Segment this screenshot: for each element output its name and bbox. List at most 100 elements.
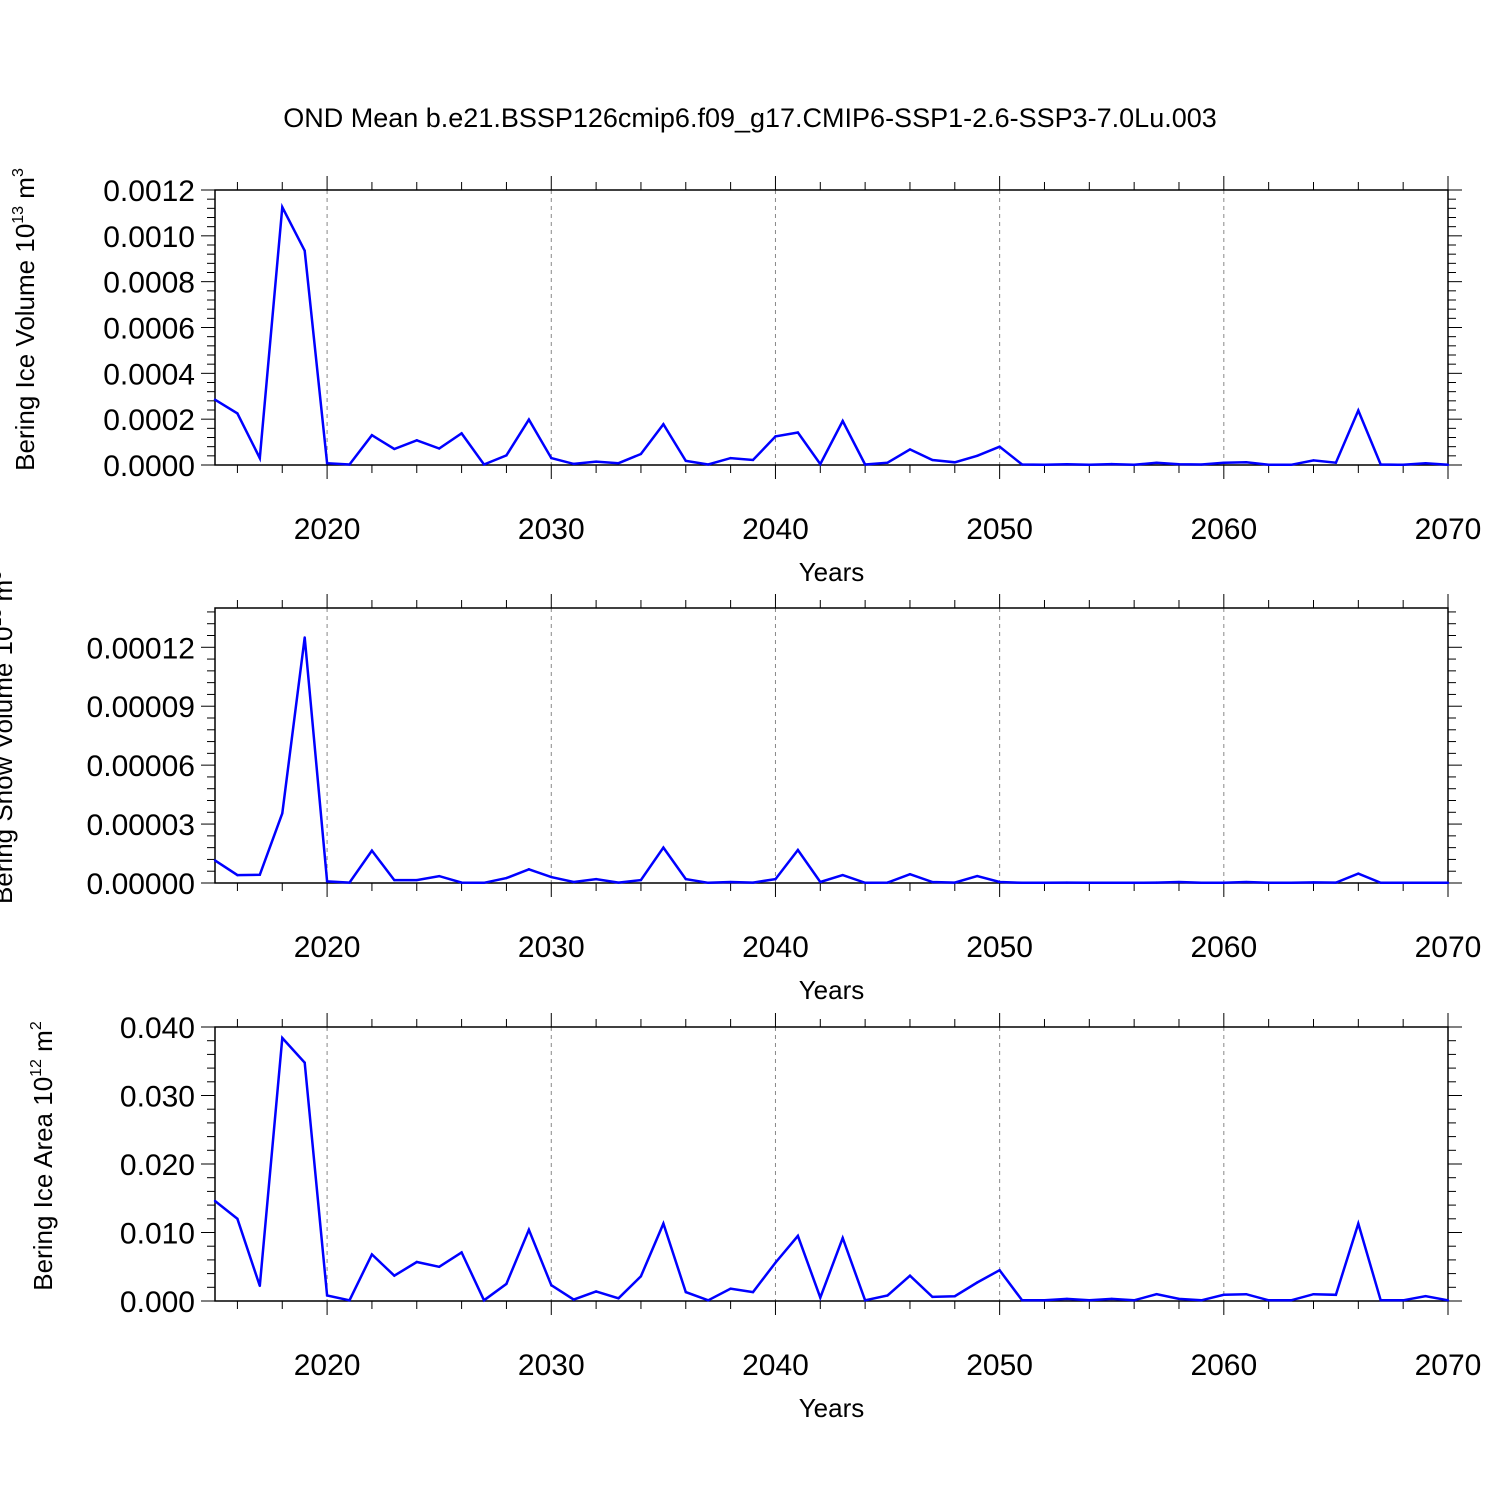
data-point [303,1061,306,1064]
data-point [998,1268,1001,1272]
data-point [639,878,643,882]
data-point [931,1295,934,1299]
data-point [572,462,575,466]
data-point [908,1274,912,1277]
data-point [1222,1293,1226,1297]
data-point [931,458,934,462]
data-point [1132,881,1136,885]
data-point [1177,1297,1181,1301]
data-point [393,1274,396,1277]
y-tick-label: 0.0010 [103,221,195,254]
data-point [662,423,665,426]
x-tick-label: 2070 [1415,931,1482,964]
data-point [1357,1222,1360,1225]
data-point [751,1290,755,1294]
y-tick-label: 0.0000 [103,450,195,483]
data-point [303,636,306,639]
x-tick-label: 2040 [742,513,809,546]
data-point [505,454,508,457]
x-axis-label: Years [799,557,865,587]
data-point [348,881,351,884]
x-tick-label: 2070 [1415,513,1482,546]
data-point [1245,461,1248,464]
y-tick-label: 0.0002 [103,404,195,437]
data-point [572,880,575,884]
data-point [370,1253,374,1256]
data-point [729,456,732,460]
data-point [1200,463,1203,466]
y-tick-label: 0.030 [120,1081,195,1114]
data-point [1424,1295,1427,1298]
data-point [662,1222,665,1225]
data-point [1110,462,1113,466]
data-point [325,461,329,465]
data-point [774,1261,777,1264]
data-point [1065,463,1069,466]
data-point [819,1296,822,1299]
x-axis-label: Years [799,975,865,1005]
data-point [1379,1299,1382,1302]
data-point [437,1265,441,1268]
data-point [505,1282,508,1286]
data-point [1245,1292,1248,1296]
data-point [1132,463,1136,466]
data-point [729,1287,732,1290]
data-point [751,881,755,884]
x-tick-label: 2020 [294,931,361,964]
data-point [1267,881,1270,885]
data-point [908,872,912,876]
data-point [1200,1299,1203,1302]
data-point [527,868,531,871]
data-point [505,876,508,880]
data-point [1110,1297,1113,1301]
x-tick-label: 2030 [518,1349,585,1382]
data-point [796,1234,800,1238]
data-point [1401,463,1405,466]
plot-frame [214,189,1449,466]
plot-frame [214,607,1449,884]
data-point [931,880,934,884]
data-point [863,881,867,885]
y-tick-label: 0.0004 [103,358,195,391]
data-point [1334,461,1338,464]
data-point [258,873,262,876]
data-point [281,1036,284,1040]
data-point [998,880,1001,884]
y-axis-label: Bering Snow Volume 1013 m3 [0,571,18,904]
data-point [886,881,889,884]
data-point [1379,881,1382,885]
data-point [1155,461,1158,464]
data-point [303,249,306,252]
y-tick-label: 0.020 [120,1149,195,1182]
data-point [707,881,710,885]
data-point [1446,1299,1450,1302]
data-point [1043,881,1046,885]
series-line [214,1035,1449,1303]
data-point [1110,881,1113,885]
data-point [1245,880,1248,884]
data-point [594,877,598,881]
series-line [214,202,1449,467]
data-point [460,881,463,884]
data-point [1357,409,1360,412]
data-point [1312,1292,1315,1296]
data-point [370,434,374,437]
y-tick-label: 0.00003 [87,809,195,842]
data-point [281,812,284,815]
x-tick-label: 2040 [742,931,809,964]
y-axis-label: Bering Ice Volume 1013 m3 [10,168,40,471]
data-point [729,880,732,884]
x-tick-label: 2060 [1190,513,1257,546]
data-point [1289,1299,1293,1302]
data-point [415,1260,418,1264]
y-tick-label: 0.00009 [87,691,195,724]
data-point [796,431,800,434]
data-point [684,877,687,881]
x-tick-label: 2070 [1415,1349,1482,1382]
data-point [258,456,262,460]
data-point [213,859,217,862]
data-point [1446,881,1450,885]
data-point [1334,881,1338,884]
panel-3: 0.000 0.010 0.020 0.030 0.040 2020 2030 2040 205… [28,1012,1481,1423]
